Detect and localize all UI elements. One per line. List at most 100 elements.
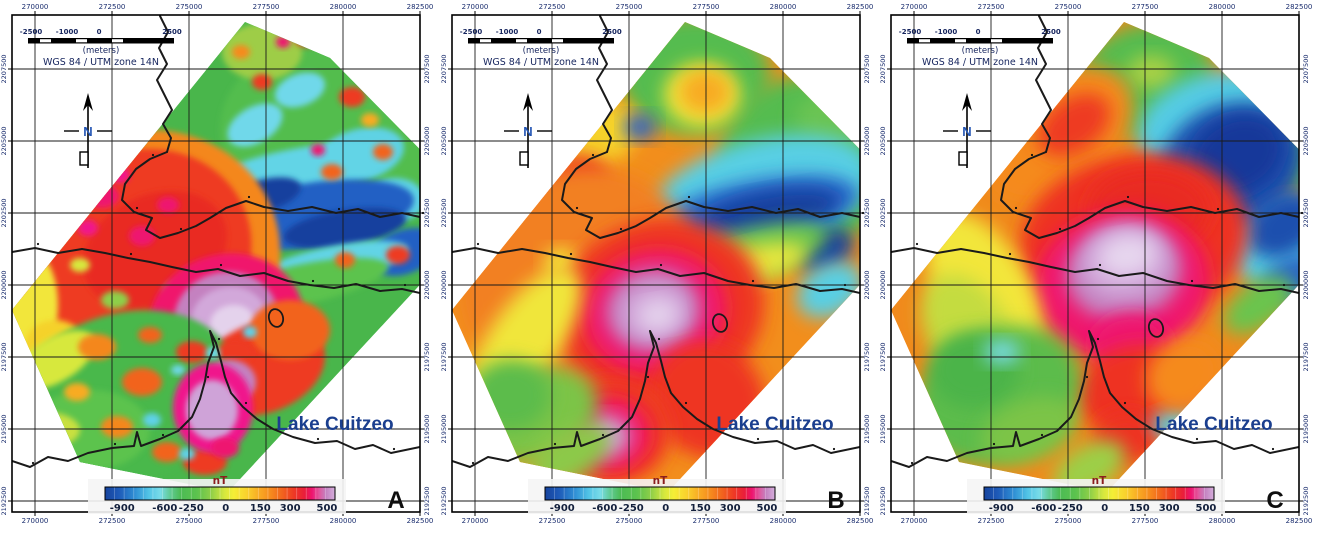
scale-bar: -2500 -1000 0 2500 (meters)WGS 84 / UTM zone… xyxy=(899,28,1061,68)
y-tick-label-right: 2200000 xyxy=(1302,271,1310,300)
y-tick-label-right: 2200000 xyxy=(423,271,431,300)
y-tick-label-right: 2202500 xyxy=(1302,199,1310,228)
y-tick-label-right: 2192500 xyxy=(423,487,431,516)
y-tick-label-right: 2197500 xyxy=(1302,343,1310,372)
x-tick-label-top: 272500 xyxy=(539,3,566,11)
scale-bar: -2500 -1000 0 2500 (meters)WGS 84 / UTM zone… xyxy=(460,28,622,68)
colorbar-tick-label: -600 xyxy=(1031,503,1056,514)
north-arrow-head xyxy=(523,93,533,111)
panel-c: 270000 270000 272500 272500 275000 275000 2775… xyxy=(879,0,1319,545)
y-tick-label-left: 2200000 xyxy=(440,271,448,300)
colorbar-title: nT xyxy=(1092,475,1107,487)
north-arrow: N xyxy=(504,93,552,168)
scalebar-number: 0 xyxy=(537,28,542,36)
x-axis-labels: 270000 270000 272500 272500 275000 275000 2775… xyxy=(901,3,1313,525)
x-tick-label-top: 282500 xyxy=(1286,3,1313,11)
y-tick-label-right: 2200000 xyxy=(863,271,871,300)
island-contour xyxy=(1147,318,1165,338)
x-tick-label-bottom: 272500 xyxy=(99,517,126,525)
colorbar-tick-label: 150 xyxy=(1129,503,1150,514)
scale-bar: -2500 -1000 0 2500 (meters)WGS 84 / UTM zone… xyxy=(20,28,182,68)
y-tick-label-right: 2192500 xyxy=(1302,487,1310,516)
x-axis-labels: 270000 270000 272500 272500 275000 275000 2775… xyxy=(462,3,874,525)
x-tick-label-top: 277500 xyxy=(693,3,720,11)
y-tick-label-left: 2205000 xyxy=(0,127,8,156)
y-tick-label-right: 2207500 xyxy=(863,55,871,84)
scalebar-number: -1000 xyxy=(496,28,519,36)
x-tick-label-bottom: 270000 xyxy=(901,517,928,525)
colorbar-tick-label: 150 xyxy=(690,503,711,514)
y-tick-label-left: 2207500 xyxy=(879,55,887,84)
map-svg-A: 270000 270000 272500 272500 275000 275000 2775… xyxy=(0,0,440,545)
colorbar-tick-label: 500 xyxy=(317,503,338,514)
colorbar-tick-label: -600 xyxy=(592,503,617,514)
colorbar-tick-label: 300 xyxy=(720,503,741,514)
y-tick-label-right: 2207500 xyxy=(1302,55,1310,84)
x-tick-label-bottom: 272500 xyxy=(978,517,1005,525)
colorbar-tick-label: -900 xyxy=(550,503,575,514)
y-tick-label-right: 2205000 xyxy=(1302,127,1310,156)
x-tick-label-top: 272500 xyxy=(99,3,126,11)
declination-flag xyxy=(79,151,89,166)
y-tick-label-right: 2192500 xyxy=(863,487,871,516)
lake-shoreline xyxy=(452,15,860,468)
panel-letter: C xyxy=(1266,487,1283,514)
colorbar-tick-label: 500 xyxy=(757,503,778,514)
x-tick-label-bottom: 282500 xyxy=(407,517,434,525)
y-tick-label-left: 2197500 xyxy=(0,343,8,372)
y-tick-label-left: 2195000 xyxy=(0,415,8,444)
north-label: N xyxy=(83,124,92,139)
x-tick-label-bottom: 275000 xyxy=(1055,517,1082,525)
lake-name-label: Lake Cuitzeo xyxy=(716,414,833,435)
scalebar-number: 0 xyxy=(976,28,981,36)
x-tick-label-bottom: 275000 xyxy=(616,517,643,525)
declination-flag xyxy=(958,151,968,166)
panel-b: 270000 270000 272500 272500 275000 275000 2775… xyxy=(440,0,880,545)
scalebar-number: -1000 xyxy=(935,28,958,36)
island-contour xyxy=(711,313,729,333)
y-tick-label-left: 2192500 xyxy=(440,487,448,516)
y-tick-label-right: 2195000 xyxy=(423,415,431,444)
x-tick-label-top: 270000 xyxy=(901,3,928,11)
colorbar-tick-label: -600 xyxy=(152,503,177,514)
x-tick-label-bottom: 272500 xyxy=(539,517,566,525)
y-tick-label-left: 2195000 xyxy=(879,415,887,444)
panel-letter: A xyxy=(387,487,404,514)
y-tick-label-left: 2205000 xyxy=(440,127,448,156)
scalebar-units: (meters) xyxy=(523,46,560,56)
scalebar-number: -2500 xyxy=(460,28,483,36)
lake-name-label: Lake Cuitzeo xyxy=(1155,414,1272,435)
y-tick-label-left: 2197500 xyxy=(440,343,448,372)
north-label: N xyxy=(523,124,532,139)
y-tick-label-left: 2205000 xyxy=(879,127,887,156)
x-tick-label-top: 280000 xyxy=(330,3,357,11)
crs-label: WGS 84 / UTM zone 14N xyxy=(922,57,1038,68)
y-tick-label-left: 2207500 xyxy=(0,55,8,84)
lake-shoreline xyxy=(12,15,420,468)
scalebar-number: 2500 xyxy=(602,28,622,36)
colorbar-tick-label: -900 xyxy=(989,503,1014,514)
shoreline-dots xyxy=(31,153,425,465)
y-tick-label-right: 2202500 xyxy=(863,199,871,228)
colorbar-title: nT xyxy=(653,475,668,487)
scalebar-units: (meters) xyxy=(962,46,999,56)
y-tick-label-left: 2202500 xyxy=(440,199,448,228)
x-tick-label-bottom: 280000 xyxy=(1209,517,1236,525)
scalebar-number: -1000 xyxy=(56,28,79,36)
colorbar-tick-label: 500 xyxy=(1196,503,1217,514)
crs-label: WGS 84 / UTM zone 14N xyxy=(483,57,599,68)
colorbar-tick-label: 300 xyxy=(1159,503,1180,514)
x-tick-label-top: 277500 xyxy=(253,3,280,11)
panel-a: 270000 270000 272500 272500 275000 275000 2775… xyxy=(0,0,440,545)
declination-flag xyxy=(519,151,529,166)
y-tick-label-left: 2195000 xyxy=(440,415,448,444)
colorbar-tick-label: 0 xyxy=(222,503,229,514)
north-arrow: N xyxy=(943,93,991,168)
x-tick-label-top: 270000 xyxy=(462,3,489,11)
colorbar-tick-label: 150 xyxy=(250,503,271,514)
y-tick-label-left: 2202500 xyxy=(0,199,8,228)
colorbar-tick-label: 0 xyxy=(662,503,669,514)
x-tick-label-top: 280000 xyxy=(770,3,797,11)
color-scale: nT -900 -600 -250 0 150 300 500 xyxy=(88,475,346,514)
